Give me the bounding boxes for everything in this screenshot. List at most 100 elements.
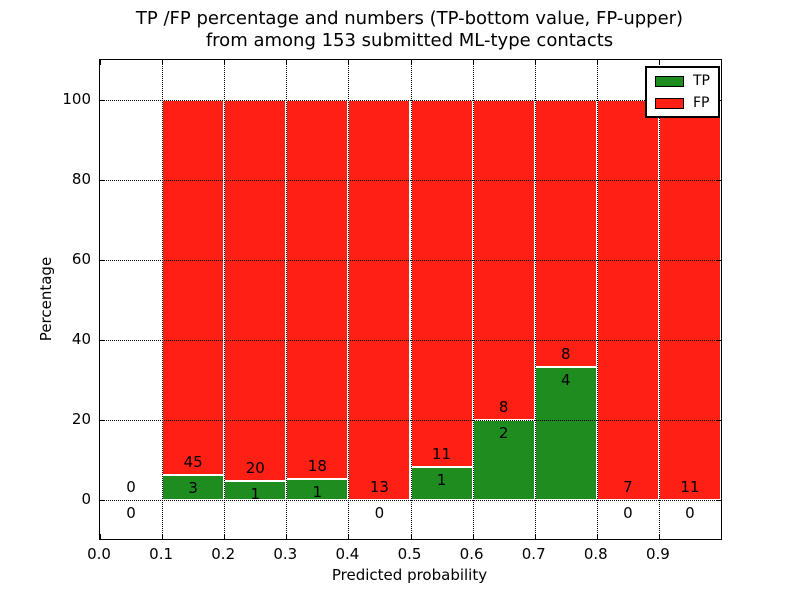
chart-title-line1: TP /FP percentage and numbers (TP-bottom… — [135, 8, 684, 29]
gridline-x-0.6 — [472, 60, 474, 539]
y-tick-label-60: 60 — [71, 250, 91, 268]
bar-fp-7 — [534, 100, 597, 367]
y-tick-left — [100, 340, 105, 341]
x-tick-top — [348, 60, 350, 65]
y-tick-left — [100, 420, 105, 421]
x-tick-top — [224, 60, 226, 65]
x-tick-top — [162, 60, 164, 65]
x-tick-label-0.1: 0.1 — [149, 545, 174, 563]
bar-fp-4 — [348, 100, 411, 500]
y-tick-label-40: 40 — [71, 330, 91, 348]
x-tick-top — [410, 60, 412, 65]
tp-count-label: 4 — [560, 370, 571, 389]
legend-entry-tp: TP — [655, 74, 710, 88]
tp-count-label: 1 — [436, 470, 447, 489]
x-tick-top — [100, 60, 101, 65]
tp-count-label: 0 — [623, 504, 633, 522]
fp-count-label: 13 — [369, 478, 389, 496]
y-tick-left — [100, 500, 105, 501]
y-tick-label-80: 80 — [71, 170, 91, 188]
fp-count-label: 7 — [623, 478, 633, 496]
tp-count-label: 1 — [312, 482, 323, 501]
x-tick-bottom — [596, 534, 598, 539]
legend: TP FP — [645, 66, 720, 118]
legend-entry-fp: FP — [655, 96, 710, 110]
bar-fp-2 — [224, 100, 287, 481]
gridline-x-0.9 — [658, 60, 660, 539]
gridline-x-0.5 — [410, 60, 412, 539]
x-axis-label: Predicted probability — [331, 566, 488, 584]
x-tick-label-0.4: 0.4 — [335, 545, 360, 563]
tp-count-label: 0 — [685, 504, 695, 522]
x-tick-bottom — [100, 534, 101, 539]
x-tick-label-0.7: 0.7 — [521, 545, 546, 563]
plot-area: 0 0 45 3 20 1 18 1 13 0 11 1 8 2 8 4 7 0 11 0 — [99, 59, 722, 540]
fp-count-label: 0 — [126, 478, 136, 496]
y-tick-right — [716, 260, 721, 261]
x-tick-label-0.6: 0.6 — [459, 545, 484, 563]
x-tick-label-0.8: 0.8 — [583, 545, 608, 563]
x-tick-bottom — [348, 534, 350, 539]
x-tick-label-0.0: 0.0 — [87, 545, 111, 563]
y-tick-left — [100, 260, 105, 261]
x-tick-top — [472, 60, 474, 65]
x-tick-bottom — [658, 534, 660, 539]
tp-count-label: 2 — [498, 424, 509, 442]
fp-count-label: 20 — [245, 458, 265, 477]
tp-count-label: 0 — [374, 504, 385, 522]
x-tick-bottom — [162, 534, 164, 539]
legend-label-fp: FP — [693, 95, 710, 111]
y-tick-right — [716, 340, 721, 341]
chart-title-line2: from among 153 submitted ML-type contact… — [205, 30, 614, 51]
x-tick-bottom — [286, 534, 288, 539]
gridline-x-0.4 — [348, 60, 350, 539]
y-tick-label-100: 100 — [62, 90, 91, 108]
x-tick-label-0.3: 0.3 — [273, 545, 298, 563]
x-tick-bottom — [534, 534, 536, 539]
legend-swatch-tp — [655, 75, 684, 87]
x-tick-label-0.5: 0.5 — [397, 545, 422, 563]
x-tick-top — [596, 60, 598, 65]
bar-tp-1 — [162, 475, 225, 500]
y-tick-left — [100, 180, 105, 181]
x-tick-top — [658, 60, 660, 65]
x-tick-bottom — [224, 534, 226, 539]
bar-fp-8 — [596, 100, 659, 500]
gridline-x-0.3 — [286, 60, 288, 539]
x-tick-bottom — [721, 534, 722, 539]
fp-count-label: 8 — [560, 344, 571, 363]
fp-count-label: 18 — [307, 456, 327, 475]
bar-tp-6 — [472, 420, 535, 500]
tp-count-label: 3 — [188, 479, 198, 497]
y-tick-right — [716, 420, 721, 421]
bar-fp-3 — [286, 100, 349, 479]
fp-count-label: 11 — [432, 444, 452, 463]
x-tick-top — [534, 60, 536, 65]
gridline-x-0.2 — [224, 60, 226, 539]
bar-fp-1 — [162, 100, 225, 475]
tp-count-label: 1 — [250, 484, 261, 503]
y-tick-right — [716, 500, 721, 501]
fp-count-label: 8 — [498, 398, 509, 416]
x-tick-label-0.9: 0.9 — [645, 545, 670, 563]
y-tick-label-20: 20 — [71, 410, 91, 428]
y-tick-label-0: 0 — [81, 490, 91, 508]
x-tick-top — [721, 60, 722, 65]
gridline-x-0.8 — [596, 60, 598, 539]
chart-title: TP /FP percentage and numbers (TP-bottom… — [99, 8, 720, 52]
fp-count-label: 45 — [183, 453, 203, 471]
bar-fp-9 — [658, 100, 721, 500]
gridline-x-0.1 — [162, 60, 164, 539]
fp-count-label: 11 — [680, 478, 700, 496]
x-tick-bottom — [472, 534, 474, 539]
x-tick-top — [286, 60, 288, 65]
y-tick-left — [100, 100, 105, 101]
gridline-x-0.7 — [534, 60, 536, 539]
bar-fp-5 — [410, 100, 473, 467]
x-tick-label-0.2: 0.2 — [211, 545, 236, 563]
x-tick-bottom — [410, 534, 412, 539]
legend-label-tp: TP — [693, 73, 710, 89]
legend-swatch-fp — [655, 97, 684, 109]
tp-count-label: 0 — [126, 504, 136, 522]
